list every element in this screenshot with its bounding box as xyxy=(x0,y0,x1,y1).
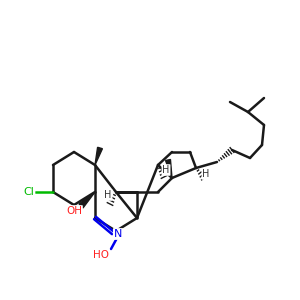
Polygon shape xyxy=(95,147,102,165)
Text: N: N xyxy=(114,229,122,239)
Text: H: H xyxy=(104,190,112,200)
Text: H: H xyxy=(162,165,170,175)
Polygon shape xyxy=(166,160,172,178)
Polygon shape xyxy=(79,192,95,208)
Text: H: H xyxy=(202,169,210,179)
Text: Cl: Cl xyxy=(24,187,34,197)
Text: OH: OH xyxy=(66,206,82,216)
Text: HO: HO xyxy=(93,250,109,260)
